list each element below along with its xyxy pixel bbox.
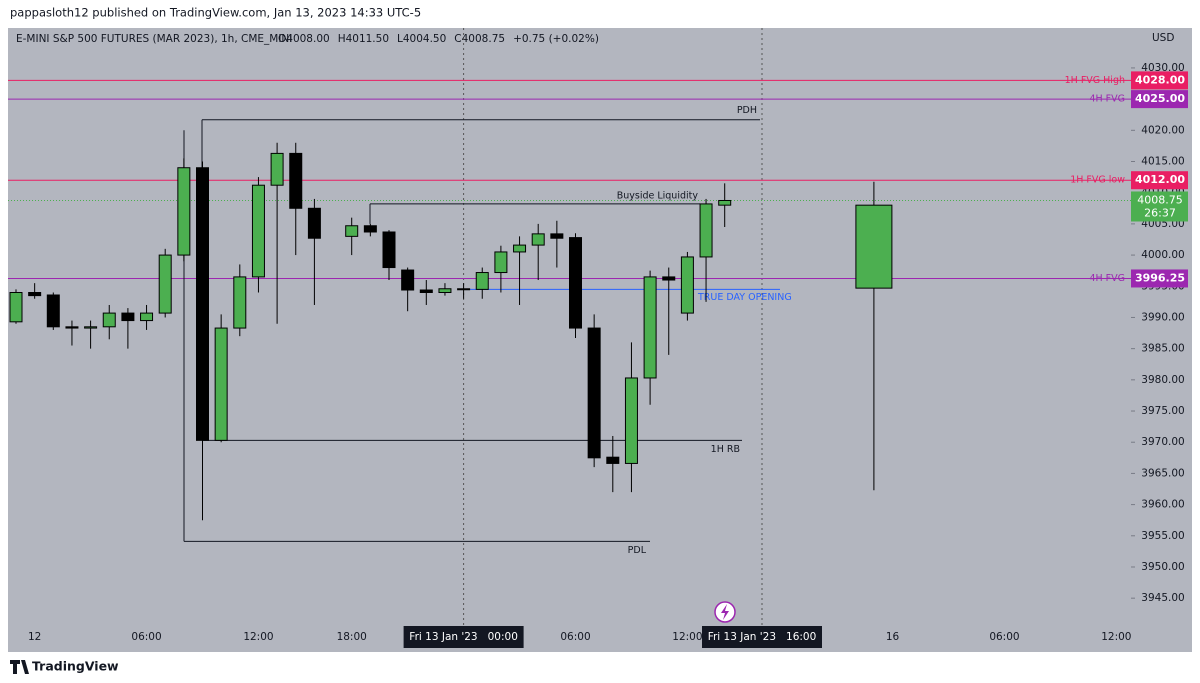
y-tick-label: 3990.00: [1141, 311, 1184, 323]
y-tick-label: 3975.00: [1141, 405, 1184, 417]
y-tick-label: 3950.00: [1141, 561, 1184, 573]
price-tag: [1131, 71, 1188, 90]
level-label: 1H FVG low: [1070, 175, 1125, 186]
alert-glyph: [721, 604, 729, 620]
candle-body: [662, 276, 676, 281]
level-label: 4H FVG: [1089, 273, 1125, 284]
x-tick-label: 16: [886, 631, 900, 643]
candle-body: [382, 231, 396, 269]
y-tick-label: 3960.00: [1141, 499, 1184, 511]
x-tick-label: 12: [28, 631, 41, 643]
candle-body: [643, 276, 657, 379]
candle-body: [680, 256, 694, 314]
ohlc-value: H4011.50: [338, 33, 389, 45]
candle-body: [401, 269, 415, 291]
candle-body: [214, 327, 228, 441]
y-tick-label: 3955.00: [1141, 530, 1184, 542]
candle-body: [84, 326, 98, 329]
x-tick-label: 06:00: [560, 631, 590, 643]
ohlc-value: O4008.00: [278, 33, 330, 45]
candle-body: [494, 251, 508, 274]
currency: USD: [1152, 32, 1174, 44]
y-tick-label: 3985.00: [1141, 343, 1184, 355]
candle-body: [196, 167, 209, 441]
price-tag-label: 4025.00: [1135, 92, 1185, 105]
brand-logo: [10, 660, 29, 674]
candle-body: [550, 233, 564, 239]
candle-body: [569, 237, 582, 329]
candle-body: [513, 244, 527, 253]
candle-body: [699, 203, 713, 258]
level-label: 1H RB: [711, 444, 740, 455]
x-tick-label: 12:00: [243, 631, 273, 643]
x-tick-label: Fri 13 Jan '23 00:00: [409, 631, 518, 643]
candle-body: [718, 199, 732, 206]
price-tag-label: 4028.00: [1135, 73, 1185, 86]
y-tick-label: 3945.00: [1141, 592, 1184, 604]
level-label: 4H FVG: [1089, 94, 1125, 105]
time-highlight: [702, 626, 822, 648]
candle-body: [46, 294, 60, 328]
x-tick-label: 18:00: [337, 631, 367, 643]
x-tick-label: 12:00: [672, 631, 702, 643]
candle-body: [624, 377, 638, 464]
y-tick-label: 3965.00: [1141, 467, 1184, 479]
price-tag: [1131, 90, 1188, 109]
candle-body: [587, 327, 601, 459]
x-tick-label: 06:00: [131, 631, 161, 643]
candle-body: [289, 152, 303, 209]
x-tick-label: Fri 13 Jan '23 16:00: [708, 631, 817, 643]
candle-body: [475, 272, 489, 290]
x-tick-label: 12:00: [1101, 631, 1131, 643]
candle-body: [419, 289, 433, 294]
candle-body: [121, 312, 135, 322]
candle-body: [438, 288, 452, 294]
candle-body: [531, 233, 545, 246]
price-tag-label: 4012.00: [1135, 173, 1185, 186]
candle-body: [177, 167, 191, 256]
candle-body: [158, 254, 172, 314]
candle-body: [9, 292, 23, 323]
candle-body: [457, 288, 471, 291]
last-price-label: 4008.75: [1137, 193, 1183, 206]
last-price-tag: [1131, 191, 1188, 222]
time-highlight: [403, 626, 524, 648]
candle-body: [363, 225, 377, 233]
ohlc-value: L4004.50: [397, 33, 446, 45]
y-tick-label: 4000.00: [1141, 249, 1184, 261]
level-label: TRUE DAY OPENING: [697, 292, 792, 303]
candle-body: [345, 225, 359, 237]
published-line: pappasloth12 published on TradingView.co…: [10, 6, 421, 20]
level-label: 1H FVG High: [1065, 75, 1125, 86]
candle-body: [233, 276, 247, 329]
symbol: E-MINI S&P 500 FUTURES (MAR 2023), 1h, C…: [16, 33, 292, 45]
y-tick-label: 4030.00: [1141, 62, 1184, 74]
y-tick-label: 3980.00: [1141, 374, 1184, 386]
y-tick-label: 3970.00: [1141, 436, 1184, 448]
countdown: 26:37: [1144, 206, 1176, 219]
y-tick-label: 4020.00: [1141, 124, 1184, 136]
level-label: Buyside Liquidity: [617, 190, 699, 201]
price-tag-label: 3996.25: [1135, 271, 1185, 284]
candle-body: [65, 326, 79, 329]
candle-body: [28, 292, 42, 297]
ohlc-value: +0.75 (+0.02%): [513, 33, 599, 45]
candle-body: [140, 312, 154, 322]
level-label: PDL: [628, 545, 647, 556]
brand: TradingView: [32, 659, 119, 674]
price-tag: [1131, 269, 1188, 288]
y-tick-label: 4015.00: [1141, 155, 1184, 167]
x-tick-label: 06:00: [989, 631, 1019, 643]
level-label: PDH: [737, 105, 757, 116]
candle-body: [855, 204, 893, 289]
candle-body: [270, 152, 284, 186]
candle-body: [307, 207, 321, 239]
candle-body: [102, 312, 116, 328]
candle-body: [606, 456, 620, 464]
price-tag: [1131, 171, 1188, 190]
candle-body: [251, 184, 265, 278]
ohlc-value: C4008.75: [454, 33, 505, 45]
